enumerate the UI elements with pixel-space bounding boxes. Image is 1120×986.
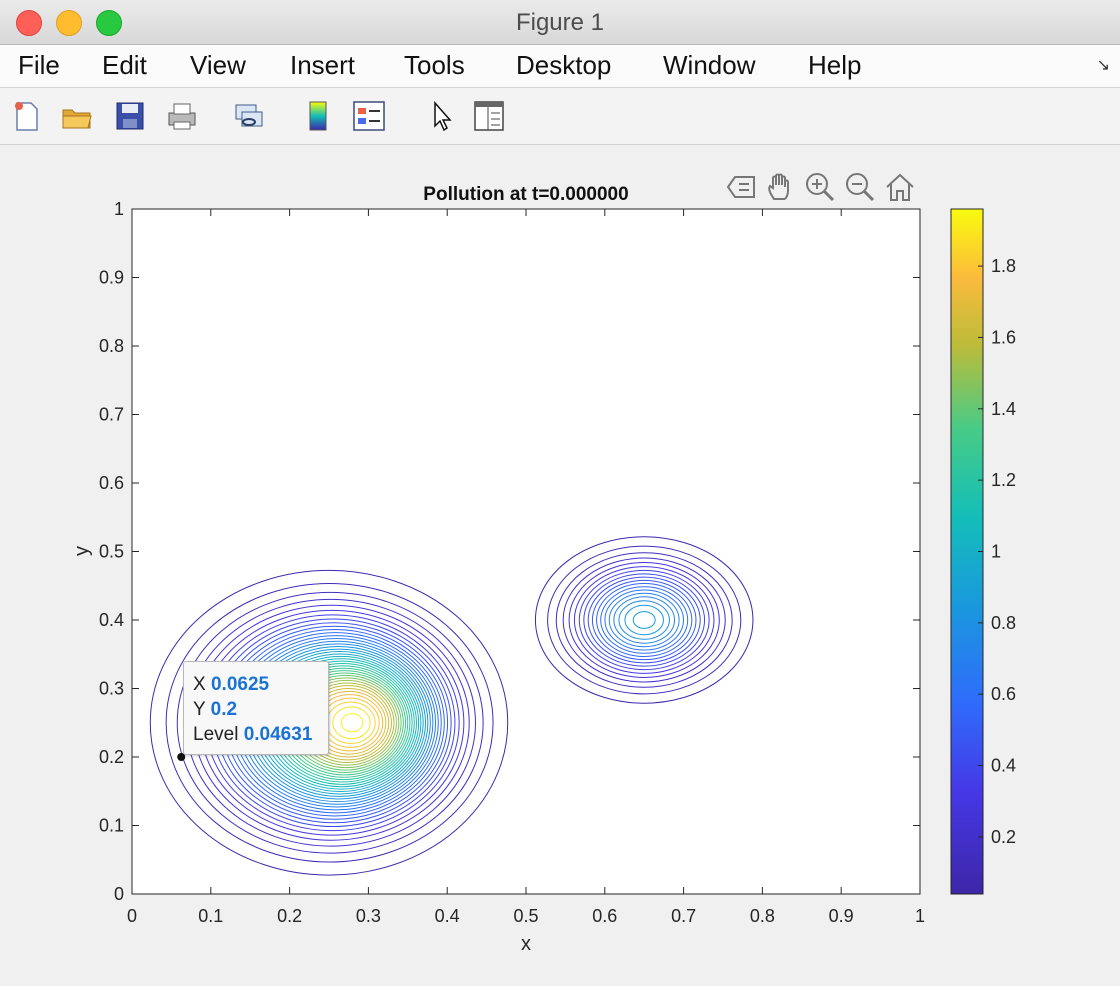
y-tick-label: 0.5 xyxy=(99,542,124,562)
y-tick-label: 0 xyxy=(114,884,124,904)
colorbar-icon[interactable] xyxy=(300,98,336,134)
contour-line xyxy=(591,579,697,661)
colorbar-tick-label: 1.2 xyxy=(991,470,1016,490)
contour-line xyxy=(587,576,701,664)
contour-line xyxy=(632,611,656,629)
contour-line xyxy=(604,589,684,651)
open-file-icon[interactable] xyxy=(59,98,95,134)
home-icon[interactable] xyxy=(883,170,917,204)
colorbar-tick-label: 0.8 xyxy=(991,613,1016,633)
x-tick-label: 0.5 xyxy=(513,906,538,926)
zoom-in-icon[interactable] xyxy=(803,170,837,204)
y-axis-label: y xyxy=(71,546,93,556)
colorbar-tick-label: 0.2 xyxy=(991,827,1016,847)
contour-line xyxy=(608,592,680,648)
contour-line xyxy=(562,557,726,683)
colorbar-tick-label: 0.4 xyxy=(991,756,1016,776)
datatip-level-value: 0.04631 xyxy=(243,724,313,745)
contour-line xyxy=(578,569,710,671)
y-tick-label: 0.4 xyxy=(99,610,124,630)
y-tick-label: 0.2 xyxy=(99,747,124,767)
zoom-out-icon[interactable] xyxy=(843,170,877,204)
x-tick-label: 0.2 xyxy=(277,906,302,926)
export-icon[interactable] xyxy=(724,170,758,204)
colorbar-tick-label: 1.8 xyxy=(991,256,1016,276)
y-tick-label: 1 xyxy=(114,199,124,219)
contour-line xyxy=(583,573,706,667)
contour-line xyxy=(624,604,664,636)
save-icon[interactable] xyxy=(112,98,148,134)
contour-line xyxy=(165,582,494,863)
colorbar-tick-label: 0.6 xyxy=(991,684,1016,704)
y-tick-label: 0.7 xyxy=(99,405,124,425)
contour-line xyxy=(340,713,364,733)
close-window-button[interactable] xyxy=(16,10,42,36)
x-tick-label: 0.9 xyxy=(829,906,854,926)
y-tick-label: 0.8 xyxy=(99,336,124,356)
colorbar-tick-label: 1 xyxy=(991,542,1001,562)
datatip-x-value: 0.0625 xyxy=(210,674,270,695)
x-tick-label: 0.4 xyxy=(435,906,460,926)
menu-window[interactable]: Window xyxy=(663,50,756,80)
axes-background[interactable] xyxy=(132,209,920,894)
x-tick-label: 1 xyxy=(915,906,925,926)
y-tick-label: 0.3 xyxy=(99,679,124,699)
menu-desktop[interactable]: Desktop xyxy=(516,50,612,80)
x-tick-label: 0.6 xyxy=(592,906,617,926)
menu-file[interactable]: File xyxy=(18,50,60,80)
window-titlebar[interactable]: Figure 1 xyxy=(0,0,1120,45)
datatip-y-value: 0.2 xyxy=(210,699,238,720)
contour-line xyxy=(176,591,484,854)
datatip-level-label: Level xyxy=(193,724,239,745)
x-tick-label: 0.7 xyxy=(671,906,696,926)
contour-line xyxy=(613,596,676,644)
contour-line xyxy=(332,706,371,740)
y-tick-label: 0.6 xyxy=(99,473,124,493)
menu-edit[interactable]: Edit xyxy=(102,50,147,80)
pan-icon[interactable] xyxy=(763,170,797,204)
contour-line xyxy=(618,600,670,640)
menubar: File Edit View Insert Tools Desktop Wind… xyxy=(0,45,1120,88)
contour-line xyxy=(600,586,689,654)
datatip-y-label: Y xyxy=(193,699,206,720)
menu-insert[interactable]: Insert xyxy=(290,50,356,80)
colorbar[interactable] xyxy=(950,208,984,895)
dock-arrow-icon[interactable]: ↘ xyxy=(1096,57,1110,74)
contour-line xyxy=(534,536,754,704)
y-tick-label: 0.9 xyxy=(99,268,124,288)
menu-view[interactable]: View xyxy=(190,50,246,80)
chart-title: Pollution at t=0.000000 xyxy=(423,184,628,205)
contour-line xyxy=(573,566,715,674)
link-icon[interactable] xyxy=(231,98,267,134)
figure-toolbar xyxy=(0,88,1120,145)
menu-tools[interactable]: Tools xyxy=(404,50,465,80)
legend-icon[interactable] xyxy=(351,98,387,134)
pointer-icon[interactable] xyxy=(422,98,458,134)
x-axis-label: x xyxy=(521,933,531,955)
contour-line xyxy=(555,552,733,688)
colorbar-tick-label: 1.4 xyxy=(991,399,1016,419)
datatip-x-label: X xyxy=(193,674,206,695)
contour-line xyxy=(149,569,509,876)
contour-line xyxy=(547,545,742,695)
print-icon[interactable] xyxy=(164,98,200,134)
x-tick-label: 0.3 xyxy=(356,906,381,926)
x-tick-label: 0 xyxy=(127,906,137,926)
window-title: Figure 1 xyxy=(515,9,605,36)
x-tick-label: 0.8 xyxy=(750,906,775,926)
y-tick-label: 0.1 xyxy=(99,816,124,836)
contour-line xyxy=(568,562,720,678)
datatip[interactable]: X 0.0625 Y 0.2 Level 0.04631 xyxy=(183,661,329,755)
colorbar-tick-label: 1.6 xyxy=(991,327,1016,347)
menu-help[interactable]: Help xyxy=(808,50,862,80)
property-inspector-icon[interactable] xyxy=(471,98,507,134)
datatip-marker[interactable] xyxy=(177,753,186,761)
new-figure-icon[interactable] xyxy=(8,98,44,134)
minimize-window-button[interactable] xyxy=(56,10,82,36)
contour-line xyxy=(596,583,693,657)
x-tick-label: 0.1 xyxy=(198,906,223,926)
zoom-window-button[interactable] xyxy=(96,10,122,36)
